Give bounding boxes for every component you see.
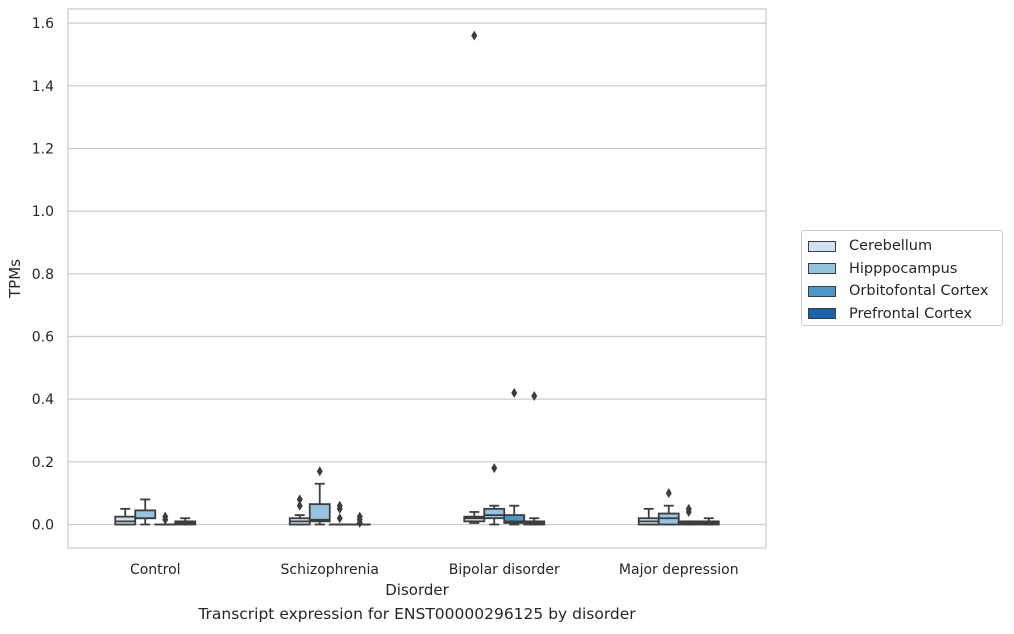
box-1-3 [657,488,680,526]
box-body [483,507,506,520]
outlier-point [665,488,672,499]
boxes [114,30,720,528]
box-0-2 [463,30,486,524]
gridlines [68,22,766,526]
legend-label-hipppocampus: Hipppocampus [849,260,958,277]
plot-frame [67,8,767,549]
legend-item-orbitofontal-cortex: Orbitofontal Cortex [808,280,1002,303]
outlier-point [336,513,343,524]
legend-swatch-orbitofontal-cortex [808,285,836,297]
legend-label-prefrontal-cortex: Prefrontal Cortex [849,305,972,322]
legend-swatch-prefrontal-cortex [808,308,836,320]
outlier-point [471,30,478,41]
outlier-point [685,503,692,514]
legend-swatch-cerebellum [808,240,836,252]
box-3-3 [697,517,720,526]
box-0-3 [637,507,660,526]
y-tick-label: 1.6 [32,16,54,32]
x-tick-label: Major depression [619,562,739,578]
chart-caption: Transcript expression for ENST0000029612… [198,605,636,623]
x-tick-label: Schizophrenia [281,562,379,578]
outlier-point [356,511,363,522]
outlier-point [511,387,518,398]
outlier-point [531,391,538,402]
box-0-1 [288,494,311,526]
x-tick-label: Bipolar disorder [449,562,560,578]
outlier-point [162,511,169,522]
box-0-0 [114,507,137,526]
x-axis-ticks: Control Schizophrenia Bipolar disorder Majo… [130,562,739,578]
outlier-point [296,494,303,505]
box-body [134,509,157,520]
box-3-2 [523,391,546,526]
box-3-0 [174,517,197,526]
y-tick-label: 0.4 [32,392,54,408]
box-1-2 [483,463,506,526]
box-2-2 [503,387,526,526]
x-axis-label: Disorder [385,581,449,599]
box-2-0 [154,511,177,526]
box-body [503,514,526,524]
legend-item-hipppocampus: Hipppocampus [808,258,1002,281]
x-tick-label: Control [130,562,181,578]
legend-label-cerebellum: Cerebellum [849,238,933,255]
y-tick-label: 0.0 [32,517,54,533]
y-tick-label: 0.8 [32,267,54,283]
legend: Cerebellum Hipppocampus Orbitofontal Cor… [801,230,1003,326]
y-tick-label: 0.6 [32,329,54,345]
outlier-point [316,466,323,477]
box-2-1 [328,500,351,526]
y-tick-label: 0.2 [32,455,54,471]
legend-item-prefrontal-cortex: Prefrontal Cortex [808,303,1002,326]
legend-swatch-hipppocampus [808,263,836,275]
y-axis-label: TPMs [6,259,24,299]
legend-label-orbitofontal-cortex: Orbitofontal Cortex [849,283,989,300]
box-1-0 [134,498,157,526]
y-tick-label: 1.0 [32,204,54,220]
outlier-point [296,500,303,511]
outlier-point [491,463,498,474]
y-tick-label: 1.4 [32,79,54,95]
outlier-point [336,500,343,511]
box-3-1 [348,511,371,528]
y-axis-ticks: 0.0 0.2 0.4 0.6 0.8 1.0 1.2 1.4 1.6 [32,16,54,533]
box-2-3 [677,503,700,526]
legend-item-cerebellum: Cerebellum [808,235,1002,258]
box-1-1 [308,466,331,526]
y-tick-label: 1.2 [32,141,54,157]
box-body [308,503,331,523]
